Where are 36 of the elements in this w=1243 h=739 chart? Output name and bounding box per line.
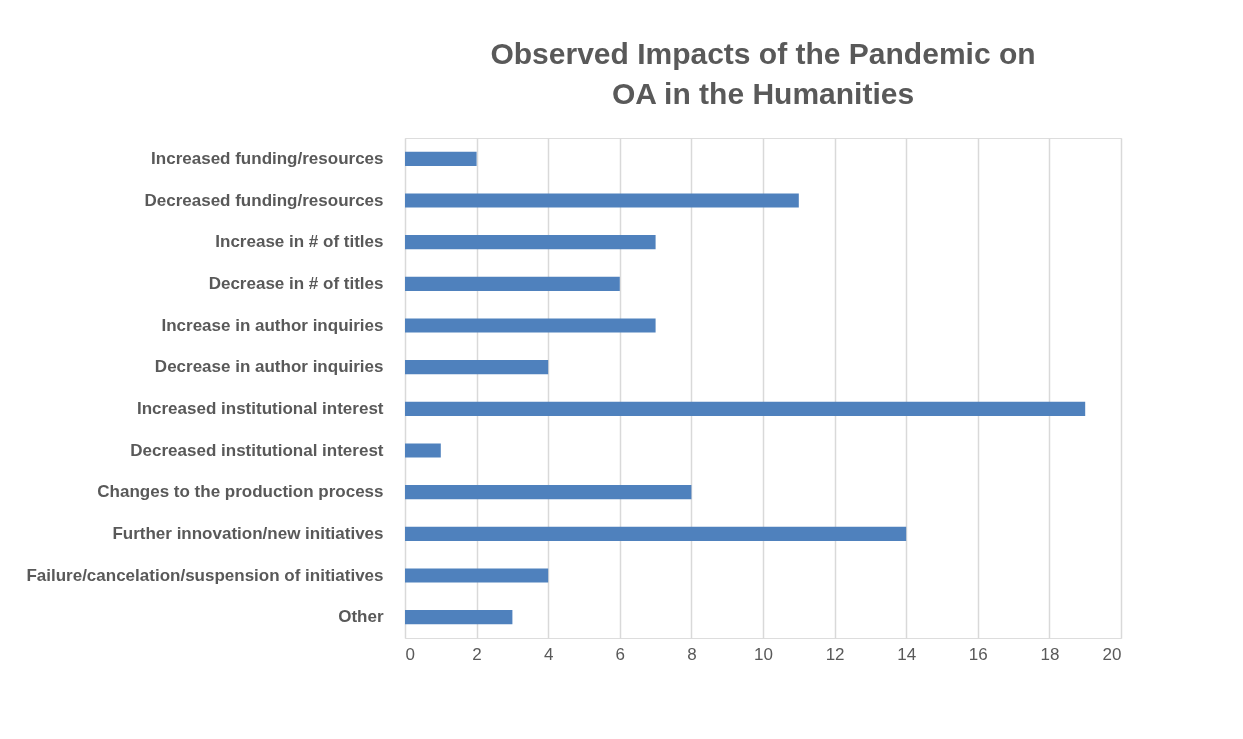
bar	[405, 318, 656, 333]
x-tick-label: 4	[543, 644, 554, 664]
bar	[405, 235, 656, 250]
bar	[405, 443, 441, 458]
x-tick-label: 10	[754, 644, 773, 664]
y-tick-label: Increase in # of titles	[215, 232, 384, 252]
y-tick-label: Changes to the production process	[97, 482, 384, 502]
y-tick-label: Increased institutional interest	[136, 398, 384, 418]
bar	[405, 193, 799, 208]
x-tick-label: 0	[405, 644, 415, 664]
bar	[405, 276, 620, 291]
y-tick-label: Increased funding/resources	[151, 148, 384, 168]
bar	[405, 401, 1086, 416]
bar	[405, 568, 549, 583]
bar	[405, 485, 692, 500]
x-tick-label: 8	[687, 644, 697, 664]
x-tick-label: 6	[615, 644, 626, 664]
x-tick-label: 14	[897, 644, 917, 664]
y-tick-label: Increase in author inquiries	[161, 315, 384, 335]
y-tick-label: Failure/cancelation/suspension of initiatives	[26, 565, 384, 585]
y-tick-label: Decreased funding/resources	[144, 190, 384, 210]
bar	[405, 151, 477, 166]
x-tick-label: 20	[1102, 644, 1122, 664]
y-tick-label: Decrease in # of titles	[208, 273, 384, 293]
x-tick-label: 18	[1040, 644, 1060, 664]
x-tick-label: 12	[825, 644, 845, 664]
chart-title: Observed Impacts of the Pandemic on OA in the Humanities	[490, 37, 1036, 110]
x-tick-label: 2	[472, 644, 482, 664]
bar	[405, 360, 549, 375]
bar	[405, 610, 513, 625]
y-tick-label: Other	[338, 607, 384, 627]
y-tick-label: Further innovation/new initiatives	[112, 523, 384, 543]
bar	[405, 526, 907, 541]
x-tick-label: 16	[968, 644, 988, 664]
y-tick-label: Decrease in author inquiries	[154, 357, 384, 377]
y-tick-label: Decreased institutional interest	[130, 440, 384, 460]
